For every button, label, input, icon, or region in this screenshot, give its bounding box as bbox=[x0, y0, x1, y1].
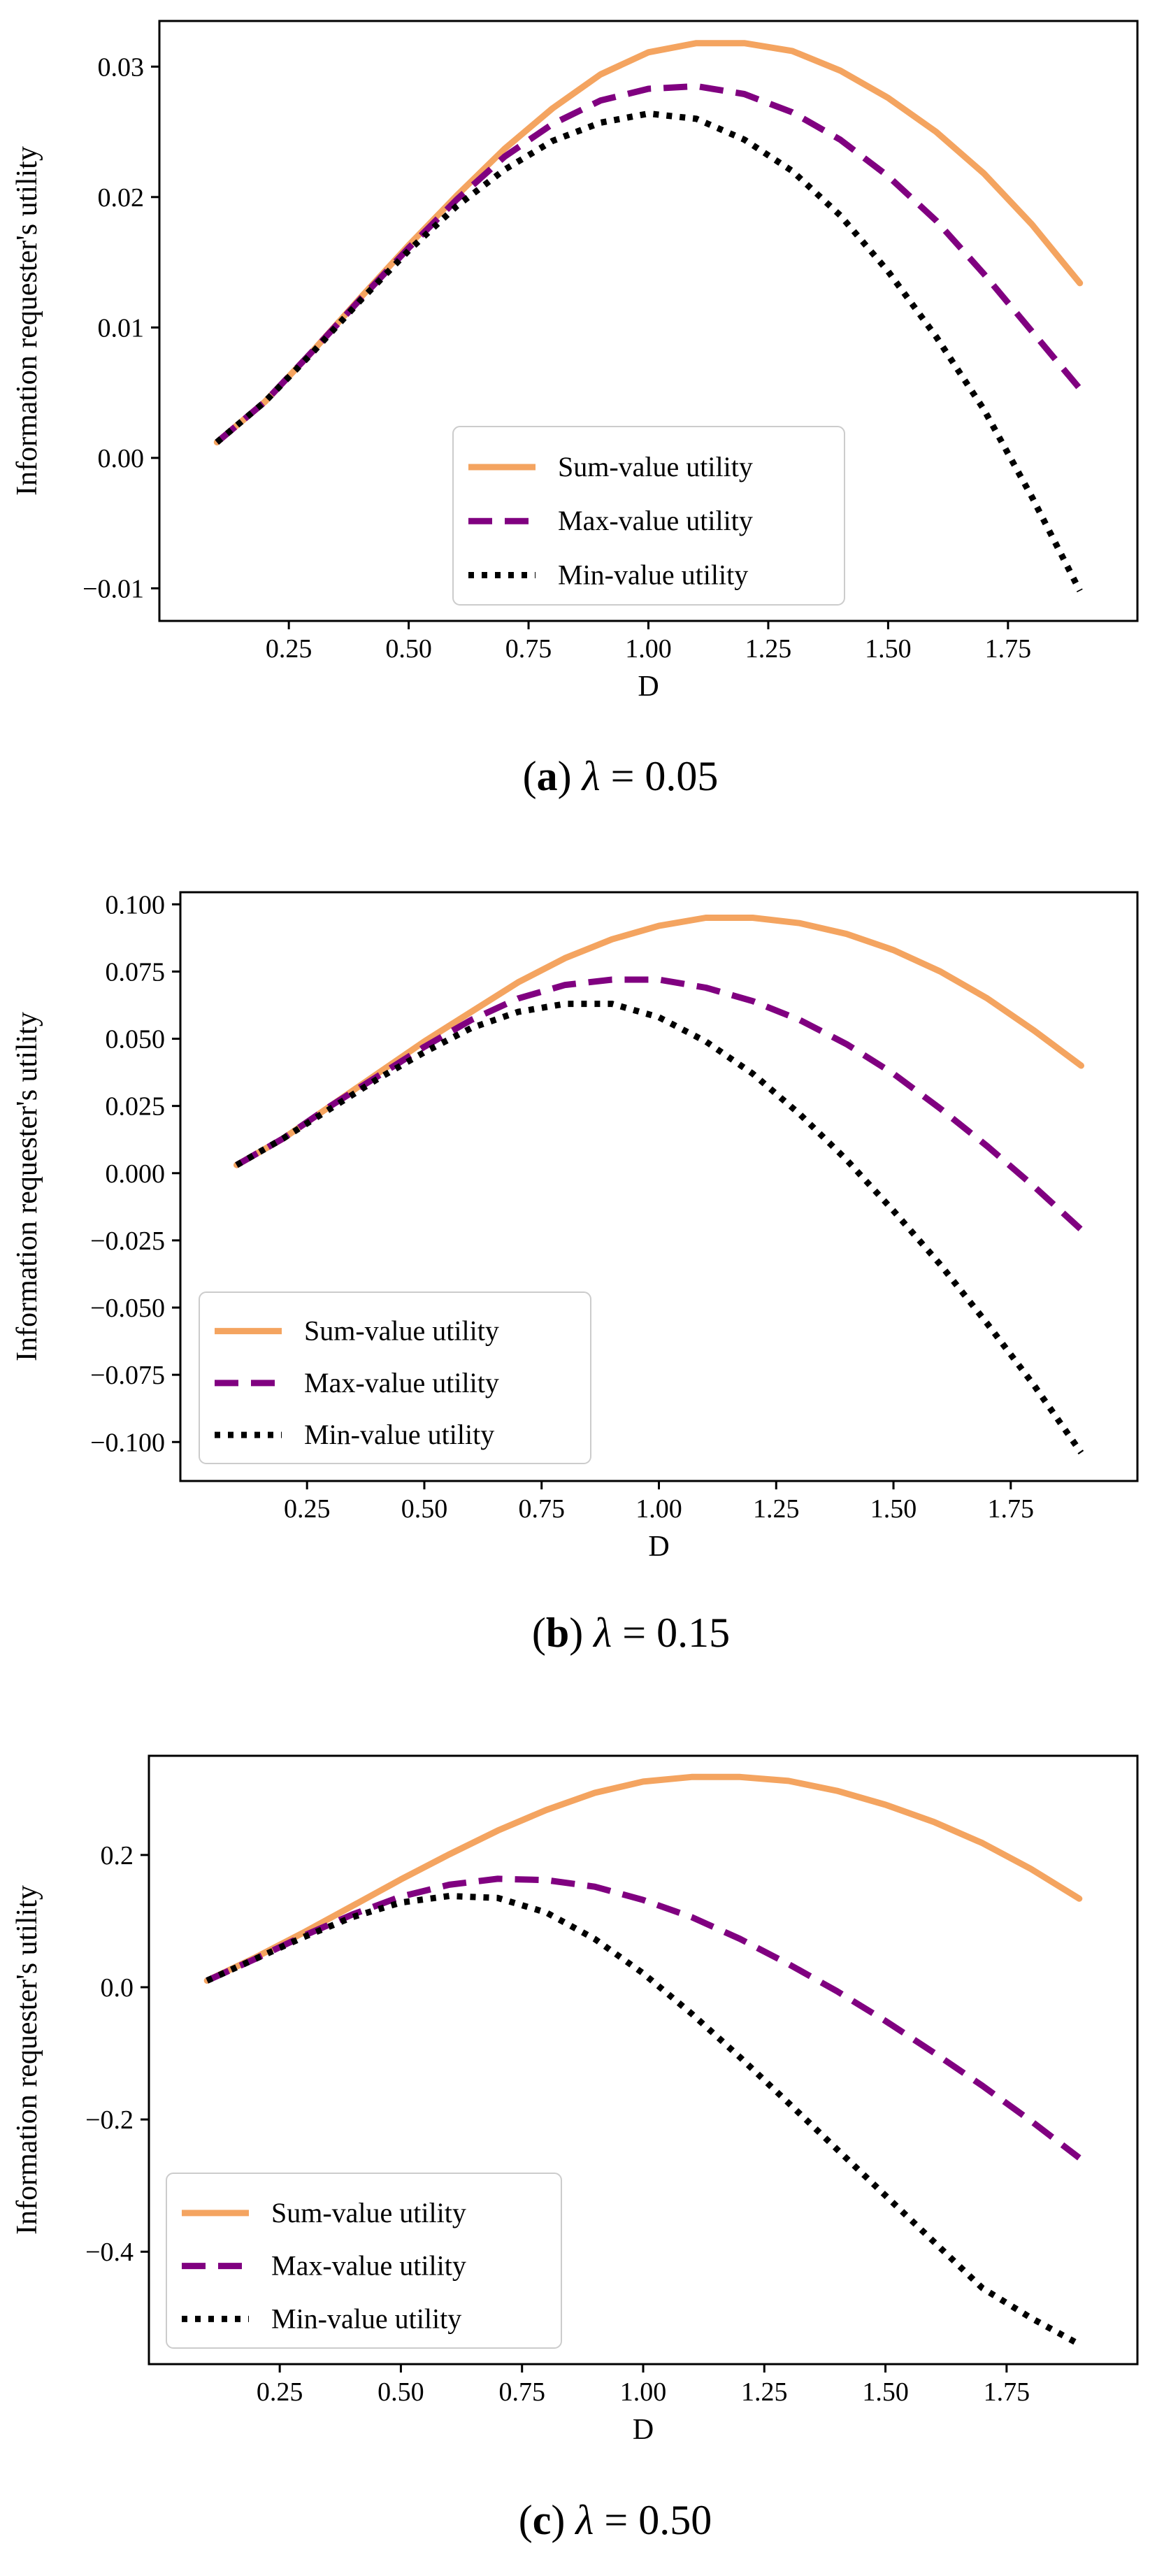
x-tick-label: 0.75 bbox=[505, 634, 552, 664]
chart-panel-a: 0.25 0.50 0.75 1.00 1.25 1.50 1.75 −0.01 0.00 0.0… bbox=[11, 20, 1139, 799]
x-tick-label: 1.00 bbox=[620, 2377, 667, 2407]
legend-label: Sum-value utility bbox=[304, 1315, 499, 1347]
caption-symbol: λ bbox=[581, 753, 601, 799]
series-line-sum-value-utility bbox=[203, 1773, 1083, 1984]
x-tick-label: 0.50 bbox=[378, 2377, 424, 2407]
x-tick-label: 1.50 bbox=[865, 634, 912, 664]
x-tick-label: 0.50 bbox=[385, 634, 432, 664]
x-tick-label: 1.50 bbox=[862, 2377, 909, 2407]
y-tick-label: 0.000 bbox=[106, 1159, 166, 1189]
y-axis-label: Information requester's utility bbox=[11, 1012, 43, 1361]
subfigure-caption: (b) λ = 0.15 bbox=[532, 1610, 730, 1656]
legend-label: Min-value utility bbox=[558, 559, 748, 591]
x-tick-label: 1.00 bbox=[635, 1494, 682, 1524]
legend-label: Max-value utility bbox=[558, 505, 753, 536]
caption-letter: b bbox=[546, 1610, 569, 1656]
series-line-max-value-utility bbox=[206, 1875, 1081, 2161]
x-tick-label: 0.25 bbox=[266, 634, 312, 664]
series-line-min-value-utility bbox=[215, 110, 1083, 593]
x-tick-label: 0.75 bbox=[498, 2377, 545, 2407]
y-tick-label: 0.075 bbox=[106, 957, 166, 987]
x-tick-label: 1.25 bbox=[753, 1494, 800, 1524]
y-tick-label: 0.0 bbox=[101, 1973, 134, 2003]
legend-label: Min-value utility bbox=[304, 1419, 494, 1450]
legend-box bbox=[452, 426, 845, 606]
legend-label: Min-value utility bbox=[271, 2303, 461, 2334]
caption-value: 0.50 bbox=[638, 2497, 712, 2543]
chart-panel-c: 0.25 0.50 0.75 1.00 1.25 1.50 1.75 −0.4 −0.2 0.0 0… bbox=[11, 1754, 1139, 2543]
caption-symbol: λ bbox=[574, 2497, 594, 2543]
series-line-max-value-utility bbox=[215, 83, 1083, 445]
caption-letter: c bbox=[533, 2497, 552, 2543]
y-tick-label: 0.02 bbox=[98, 183, 145, 213]
subfigure-caption: (c) λ = 0.50 bbox=[519, 2497, 712, 2543]
caption-symbol: λ bbox=[592, 1610, 612, 1656]
legend-label: Max-value utility bbox=[304, 1367, 499, 1398]
y-tick-label: 0.01 bbox=[98, 313, 145, 343]
x-axis-label: D bbox=[638, 671, 659, 703]
caption-value: 0.15 bbox=[656, 1610, 730, 1656]
x-tick-label: 1.25 bbox=[745, 634, 792, 664]
x-tick-label: 1.75 bbox=[984, 2377, 1030, 2407]
y-axis-label: Information requester's utility bbox=[11, 146, 43, 496]
series-line-min-value-utility bbox=[206, 1893, 1081, 2347]
legend: Sum-value utility Max-value utility Min-va… bbox=[166, 2173, 562, 2349]
caption-letter: a bbox=[537, 753, 558, 799]
legend: Sum-value utility Max-value utility Min-va… bbox=[199, 1291, 591, 1464]
y-tick-label: 0.100 bbox=[106, 890, 166, 920]
y-tick-label: 0.025 bbox=[106, 1092, 166, 1122]
series-line-max-value-utility bbox=[235, 976, 1084, 1232]
x-tick-label: 0.50 bbox=[401, 1494, 448, 1524]
x-axis-label: D bbox=[633, 2414, 654, 2446]
legend-label: Max-value utility bbox=[271, 2250, 466, 2282]
y-tick-label: 0.03 bbox=[98, 52, 145, 82]
y-tick-label: 0.00 bbox=[98, 444, 145, 473]
y-tick-label: −0.050 bbox=[90, 1294, 165, 1323]
x-tick-label: 1.75 bbox=[985, 634, 1032, 664]
caption-value: 0.05 bbox=[645, 753, 718, 799]
x-tick-label: 1.75 bbox=[988, 1494, 1035, 1524]
x-tick-label: 1.00 bbox=[625, 634, 672, 664]
subfigure-caption: (a) λ = 0.05 bbox=[523, 753, 719, 799]
chart-panel-b: 0.25 0.50 0.75 1.00 1.25 1.50 1.75 −0.100 −0.075… bbox=[11, 890, 1139, 1656]
y-tick-label: −0.2 bbox=[85, 2105, 134, 2135]
x-tick-label: 0.25 bbox=[284, 1494, 331, 1524]
x-tick-label: 1.25 bbox=[741, 2377, 788, 2407]
y-tick-label: −0.075 bbox=[90, 1361, 165, 1390]
x-tick-label: 0.75 bbox=[518, 1494, 565, 1524]
legend: Sum-value utility Max-value utility Min-va… bbox=[452, 426, 845, 606]
y-tick-label: 0.050 bbox=[106, 1025, 166, 1054]
y-tick-label: −0.100 bbox=[90, 1428, 165, 1457]
legend-label: Sum-value utility bbox=[558, 451, 753, 482]
x-tick-label: 0.25 bbox=[257, 2377, 303, 2407]
series-line-sum-value-utility bbox=[233, 915, 1084, 1168]
y-axis-label: Information requester's utility bbox=[11, 1885, 43, 2235]
y-tick-label: −0.4 bbox=[85, 2238, 134, 2267]
series-line-sum-value-utility bbox=[213, 40, 1084, 445]
legend-box bbox=[166, 2173, 562, 2349]
y-tick-label: −0.025 bbox=[90, 1226, 165, 1256]
y-tick-label: 0.2 bbox=[101, 1841, 134, 1870]
legend-box bbox=[199, 1291, 591, 1464]
x-axis-label: D bbox=[648, 1531, 669, 1563]
x-tick-label: 1.50 bbox=[870, 1494, 917, 1524]
legend-label: Sum-value utility bbox=[271, 2197, 466, 2228]
y-tick-label: −0.01 bbox=[82, 574, 144, 603]
